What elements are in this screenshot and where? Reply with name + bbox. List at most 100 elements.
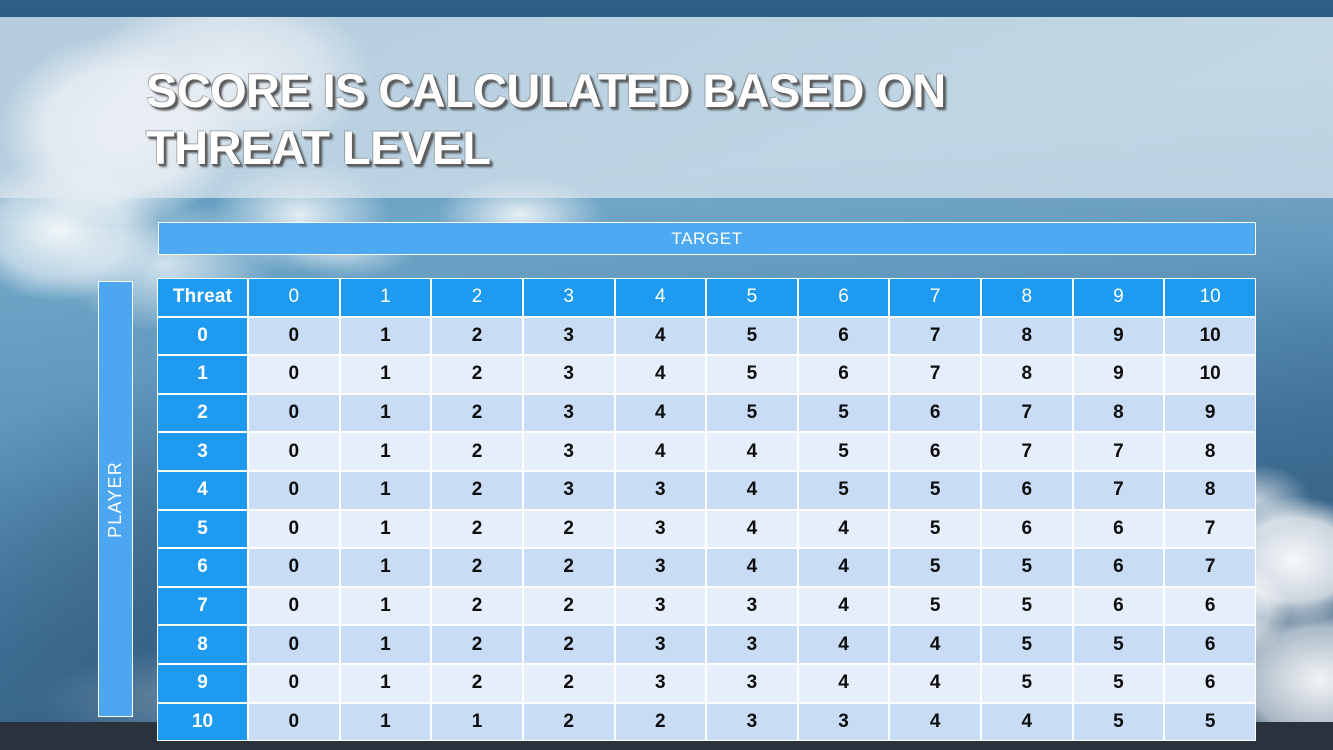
matrix-cell-p1-t10: 10 — [1164, 355, 1256, 394]
matrix-cell-p4-t2: 2 — [431, 470, 523, 510]
matrix-row-header-0: 0 — [157, 316, 249, 356]
matrix-cell-p4-t5: 4 — [706, 470, 798, 510]
matrix-cell-p1-t6: 6 — [797, 355, 890, 394]
matrix-cell-p7-t4: 3 — [614, 586, 707, 626]
matrix-column-header-10: 10 — [1164, 278, 1256, 317]
matrix-cell-p9-t2: 2 — [431, 663, 523, 703]
matrix-cell-p0-t10: 10 — [1164, 316, 1256, 356]
title-band: SCORE IS CALCULATED BASED ON THREAT LEVE… — [0, 17, 1333, 198]
matrix-cell-p8-t7: 4 — [889, 625, 982, 664]
matrix-cell-p4-t3: 3 — [522, 470, 615, 510]
matrix-row-header-1: 1 — [157, 355, 249, 394]
target-axis-banner: TARGET — [158, 222, 1256, 255]
matrix-cell-p6-t1: 1 — [339, 548, 432, 587]
matrix-row-header-8: 8 — [157, 625, 249, 664]
page-title: SCORE IS CALCULATED BASED ON THREAT LEVE… — [146, 64, 946, 174]
matrix-row-header-7: 7 — [157, 586, 249, 626]
matrix-cell-p6-t5: 4 — [706, 548, 798, 587]
matrix-cell-p1-t0: 0 — [248, 355, 340, 394]
matrix-cell-p5-t6: 4 — [797, 509, 890, 549]
matrix-row-header-5: 5 — [157, 509, 249, 549]
matrix-cell-p9-t5: 3 — [706, 663, 798, 703]
matrix-cell-p0-t8: 8 — [981, 316, 1073, 356]
matrix-cell-p7-t7: 5 — [889, 586, 982, 626]
matrix-cell-p5-t3: 2 — [522, 509, 615, 549]
matrix-cell-p10-t0: 0 — [248, 702, 340, 742]
matrix-cell-p6-t4: 3 — [614, 548, 707, 587]
matrix-cell-p2-t9: 8 — [1072, 393, 1165, 433]
matrix-cell-p7-t1: 1 — [339, 586, 432, 626]
matrix-cell-p9-t1: 1 — [339, 663, 432, 703]
matrix-cell-p9-t9: 5 — [1072, 663, 1165, 703]
matrix-cell-p10-t1: 1 — [339, 702, 432, 742]
matrix-cell-p2-t3: 3 — [522, 393, 615, 433]
matrix-column-header-4: 4 — [614, 278, 707, 317]
matrix-cell-p7-t9: 6 — [1072, 586, 1165, 626]
matrix-cell-p1-t4: 4 — [614, 355, 707, 394]
matrix-column-header-8: 8 — [981, 278, 1073, 317]
matrix-cell-p2-t10: 9 — [1164, 393, 1256, 433]
matrix-cell-p8-t10: 6 — [1164, 625, 1256, 664]
matrix-cell-p1-t9: 9 — [1072, 355, 1165, 394]
matrix-cell-p6-t3: 2 — [522, 548, 615, 587]
matrix-header-row: Threat 0 1 2 3 4 5 6 7 8 9 10 — [157, 278, 1256, 317]
matrix-cell-p8-t1: 1 — [339, 625, 432, 664]
matrix-cell-p7-t10: 6 — [1164, 586, 1256, 626]
player-axis-banner: PLAYER — [98, 281, 133, 717]
matrix-cell-p8-t0: 0 — [248, 625, 340, 664]
matrix-cell-p5-t4: 3 — [614, 509, 707, 549]
matrix-cell-p0-t7: 7 — [889, 316, 982, 356]
matrix-cell-p4-t10: 8 — [1164, 470, 1256, 510]
matrix-cell-p7-t0: 0 — [248, 586, 340, 626]
matrix-cell-p8-t5: 3 — [706, 625, 798, 664]
matrix-column-header-5: 5 — [706, 278, 798, 317]
matrix-cell-p8-t6: 4 — [797, 625, 890, 664]
matrix-cell-p4-t4: 3 — [614, 470, 707, 510]
matrix-cell-p10-t8: 4 — [981, 702, 1073, 742]
matrix-cell-p5-t10: 7 — [1164, 509, 1256, 549]
matrix-cell-p8-t2: 2 — [431, 625, 523, 664]
matrix-cell-p10-t3: 2 — [522, 702, 615, 742]
matrix-cell-p0-t6: 6 — [797, 316, 890, 356]
matrix-column-header-9: 9 — [1072, 278, 1165, 317]
matrix-column-header-1: 1 — [339, 278, 432, 317]
matrix-row-header-4: 4 — [157, 470, 249, 510]
matrix-cell-p5-t7: 5 — [889, 509, 982, 549]
matrix-cell-p8-t4: 3 — [614, 625, 707, 664]
matrix-cell-p8-t3: 2 — [522, 625, 615, 664]
matrix-cell-p7-t3: 2 — [522, 586, 615, 626]
matrix-row-header-9: 9 — [157, 663, 249, 703]
matrix-cell-p10-t5: 3 — [706, 702, 798, 742]
matrix-cell-p5-t2: 2 — [431, 509, 523, 549]
matrix-cell-p2-t2: 2 — [431, 393, 523, 433]
matrix-column-header-2: 2 — [431, 278, 523, 317]
matrix-cell-p0-t3: 3 — [522, 316, 615, 356]
matrix-cell-p7-t8: 5 — [981, 586, 1073, 626]
matrix-cell-p8-t9: 5 — [1072, 625, 1165, 664]
matrix-column-header-3: 3 — [522, 278, 615, 317]
matrix-row-header-6: 6 — [157, 548, 249, 587]
matrix-row: 0 0 1 2 3 4 5 6 7 8 9 10 — [157, 316, 1256, 356]
matrix-cell-p3-t5: 4 — [706, 432, 798, 471]
matrix-cell-p5-t5: 4 — [706, 509, 798, 549]
matrix-cell-p1-t3: 3 — [522, 355, 615, 394]
matrix-cell-p6-t10: 7 — [1164, 548, 1256, 587]
matrix-header: Threat 0 1 2 3 4 5 6 7 8 9 10 — [157, 278, 1256, 317]
matrix-cell-p2-t5: 5 — [706, 393, 798, 433]
matrix-cell-p3-t4: 4 — [614, 432, 707, 471]
matrix-cell-p5-t1: 1 — [339, 509, 432, 549]
matrix-column-header-6: 6 — [797, 278, 890, 317]
matrix-cell-p4-t9: 7 — [1072, 470, 1165, 510]
matrix-cell-p5-t0: 0 — [248, 509, 340, 549]
matrix-cell-p3-t0: 0 — [248, 432, 340, 471]
matrix-cell-p3-t9: 7 — [1072, 432, 1165, 471]
matrix-cell-p7-t2: 2 — [431, 586, 523, 626]
matrix-cell-p2-t6: 5 — [797, 393, 890, 433]
matrix-cell-p3-t6: 5 — [797, 432, 890, 471]
